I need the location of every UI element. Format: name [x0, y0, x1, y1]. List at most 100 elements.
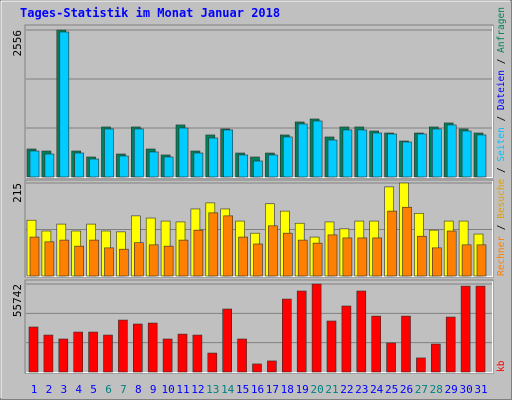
- bar: [341, 305, 352, 373]
- bar: [386, 342, 396, 373]
- bar: [103, 334, 113, 373]
- x-tick-label: 31: [474, 383, 487, 396]
- bar: [281, 298, 292, 373]
- bar: [74, 152, 84, 178]
- bar: [74, 245, 84, 277]
- x-tick-label: 26: [400, 383, 413, 396]
- x-tick-label: 1: [31, 383, 38, 396]
- bar: [402, 141, 412, 178]
- bar: [268, 225, 278, 277]
- x-tick-label: 6: [105, 383, 112, 396]
- x-tick-label: 23: [355, 383, 368, 396]
- bar: [461, 130, 472, 178]
- bar: [178, 239, 189, 277]
- bar: [342, 237, 353, 277]
- bar: [431, 247, 442, 277]
- bar: [297, 239, 308, 277]
- bar: [134, 128, 144, 178]
- bar: [28, 326, 39, 373]
- x-tick-label: 13: [206, 383, 219, 396]
- bar: [163, 245, 174, 277]
- bar: [89, 158, 99, 178]
- legend-separator: /: [496, 162, 507, 179]
- bar: [44, 153, 55, 178]
- bar: [387, 210, 397, 277]
- legend-separator: /: [496, 219, 507, 236]
- bar: [193, 152, 204, 178]
- bar: [104, 247, 114, 277]
- bar: [430, 343, 441, 373]
- bar: [29, 150, 40, 178]
- y-tick-label: 2556: [11, 30, 24, 57]
- bar: [193, 229, 204, 277]
- bar: [326, 320, 337, 373]
- bar: [163, 156, 174, 178]
- bar: [476, 244, 487, 277]
- bar: [416, 357, 426, 373]
- bar: [178, 127, 189, 178]
- bar: [417, 235, 427, 277]
- legend-entry: kb: [496, 360, 507, 372]
- bar: [372, 237, 383, 277]
- bar: [148, 244, 159, 277]
- bar: [177, 333, 188, 373]
- bar: [327, 234, 338, 277]
- bar: [387, 133, 397, 178]
- x-tick-label: 2: [46, 383, 53, 396]
- bar: [342, 129, 353, 178]
- bar: [402, 206, 412, 277]
- bar: [252, 363, 262, 373]
- bar: [162, 338, 173, 373]
- bar: [119, 248, 129, 277]
- y-tick-label: 55742: [11, 284, 24, 317]
- x-tick-label: 3: [60, 383, 67, 396]
- bar: [88, 331, 98, 373]
- bar: [134, 242, 144, 277]
- x-tick-label: 9: [150, 383, 157, 396]
- bar: [253, 160, 263, 178]
- bar: [148, 151, 159, 178]
- bar: [222, 308, 232, 373]
- chart-title: Tages-Statistik im Monat Januar 2018: [20, 6, 280, 20]
- x-tick-label: 20: [310, 383, 323, 396]
- bar: [357, 237, 368, 277]
- bar: [431, 128, 442, 178]
- bar: [44, 241, 55, 277]
- x-tick-label: 29: [445, 383, 458, 396]
- legend-entry: Besuche: [496, 178, 507, 218]
- x-tick-label: 21: [325, 383, 338, 396]
- bar: [282, 232, 293, 277]
- bar: [372, 132, 383, 178]
- bar: [192, 334, 203, 373]
- x-tick-label: 28: [430, 383, 443, 396]
- bar: [208, 137, 219, 178]
- x-tick-label: 12: [191, 383, 204, 396]
- bar: [296, 290, 307, 373]
- bar: [401, 315, 411, 373]
- bar: [253, 243, 263, 277]
- bar: [43, 334, 54, 373]
- y-tick-label: 215: [11, 183, 24, 203]
- x-tick-label: 18: [281, 383, 294, 396]
- legend-entry: Dateien: [496, 70, 507, 110]
- x-tick-label: 14: [221, 383, 235, 396]
- bar: [58, 338, 69, 373]
- bar: [267, 360, 277, 373]
- bar: [311, 283, 322, 373]
- bar: [237, 338, 247, 373]
- bar: [73, 331, 83, 373]
- x-tick-label: 24: [370, 383, 384, 396]
- bar: [238, 154, 248, 178]
- bar: [446, 230, 457, 277]
- legend-entry: Seiten: [496, 127, 507, 161]
- bar: [89, 239, 99, 277]
- panel: [24, 279, 494, 374]
- bar: [223, 129, 233, 178]
- legend: Rechner / Besuche / Seiten / Dateien / A…: [496, 7, 507, 276]
- bar: [461, 244, 472, 277]
- bar: [356, 290, 367, 373]
- bar: [268, 154, 278, 178]
- bar: [475, 285, 486, 373]
- bar: [207, 352, 218, 373]
